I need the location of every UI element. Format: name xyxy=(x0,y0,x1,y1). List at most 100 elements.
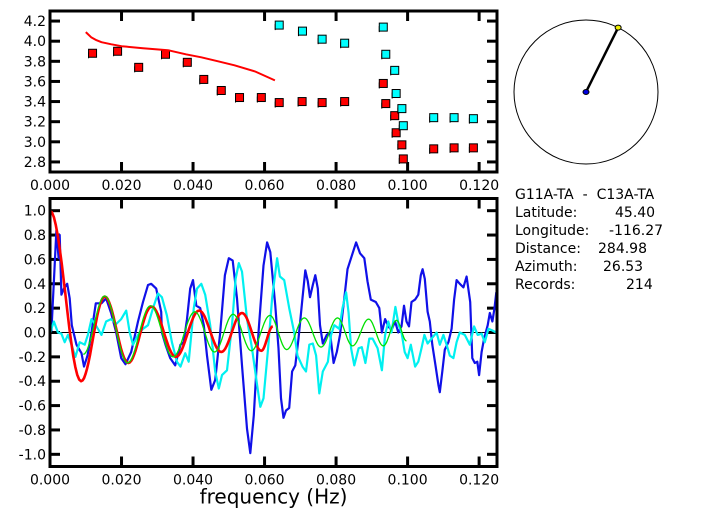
plot-area xyxy=(48,209,498,455)
data-point xyxy=(429,113,439,123)
data-point xyxy=(381,99,391,109)
x-tick-label: 0.040 xyxy=(173,473,213,489)
x-tick-label: 0.100 xyxy=(388,178,428,194)
data-point xyxy=(317,98,327,108)
info-label: Distance: xyxy=(515,241,581,257)
y-tick-label: -0.2 xyxy=(19,350,46,366)
y-tick-label: 1.0 xyxy=(24,204,46,220)
data-point xyxy=(449,143,459,153)
info-distance: Distance: 284.98 xyxy=(515,240,654,258)
info-latitude: Latitude: 45.40 xyxy=(515,204,656,222)
x-tick-label: 0.060 xyxy=(245,178,285,194)
data-point xyxy=(317,34,327,44)
data-point xyxy=(391,89,401,99)
info-value: 284.98 xyxy=(598,241,647,257)
plot-frame xyxy=(48,9,499,174)
x-tick-label: 0.120 xyxy=(459,178,499,194)
plot-frame xyxy=(48,197,499,468)
series-line-0 xyxy=(50,229,498,455)
x-tick-label: 0.020 xyxy=(101,178,141,194)
data-point xyxy=(390,111,400,121)
y-tick-label: -0.8 xyxy=(19,423,46,439)
y-tick-label: 3.6 xyxy=(24,74,46,90)
data-point xyxy=(340,97,350,107)
origin-station-marker xyxy=(582,89,590,95)
series-line-3 xyxy=(83,295,407,364)
data-point xyxy=(429,144,439,154)
info-value: 26.53 xyxy=(603,259,644,275)
data-point xyxy=(256,93,266,103)
info-value: 214 xyxy=(626,277,653,293)
x-tick-label: 0.100 xyxy=(388,473,428,489)
data-point xyxy=(390,65,400,75)
data-point xyxy=(398,154,408,164)
y-tick-label: -0.4 xyxy=(19,374,46,390)
x-tick-label: 0.080 xyxy=(316,473,356,489)
data-point xyxy=(134,62,144,72)
data-point xyxy=(88,48,98,58)
series-line-1 xyxy=(48,257,497,408)
data-point xyxy=(274,20,284,30)
data-point xyxy=(397,104,407,114)
plot-area xyxy=(85,20,478,164)
station-pair: G11A-TA - C13A-TA xyxy=(515,187,655,203)
data-point xyxy=(468,143,478,153)
data-point xyxy=(468,114,478,124)
data-point xyxy=(216,85,226,95)
x-tick-label: 0.000 xyxy=(30,178,70,194)
data-point xyxy=(199,74,209,84)
x-tick-label: 0.000 xyxy=(30,473,70,489)
y-tick-label: 0.0 xyxy=(24,326,46,342)
info-value: -116.27 xyxy=(609,223,664,239)
data-point xyxy=(397,140,407,150)
x-tick-label: 0.080 xyxy=(316,178,356,194)
info-label: Records: xyxy=(515,277,576,293)
info-label: Latitude: xyxy=(515,205,578,221)
y-tick-label: 2.8 xyxy=(24,155,46,171)
y-tick-label: 0.2 xyxy=(24,301,46,317)
info-azimuth: Azimuth: 26.53 xyxy=(515,258,654,276)
x-tick-label: 0.020 xyxy=(101,473,141,489)
target-station-marker xyxy=(614,24,622,31)
y-tick-label: 3.2 xyxy=(24,115,46,131)
y-tick-label: 3.8 xyxy=(24,54,46,70)
y-tick-label: -1.0 xyxy=(19,447,46,463)
dispersion-plot: 0.000 0.020 0.040 0.060 0.080 0.100 0.120 2.8 3.… xyxy=(24,9,499,194)
y-tick-label: 0.4 xyxy=(24,277,46,293)
azimuth-diagram xyxy=(513,19,659,165)
x-tick-label: 0.120 xyxy=(459,473,499,489)
data-point xyxy=(113,46,123,56)
data-point xyxy=(161,49,171,59)
data-point xyxy=(297,97,307,107)
data-point xyxy=(340,38,350,48)
y-tick-label: 4.0 xyxy=(24,34,46,50)
x-tick-label: 0.040 xyxy=(173,178,213,194)
y-tick-label: 3.0 xyxy=(24,135,46,151)
y-tick-label: 0.6 xyxy=(24,252,46,268)
data-point xyxy=(381,49,391,59)
data-point xyxy=(274,98,284,108)
data-point xyxy=(398,121,408,131)
data-point xyxy=(378,78,388,88)
data-point xyxy=(235,93,245,103)
spectrum-plot: 0.000 0.020 0.040 0.060 0.080 0.100 0.120 -1.0 -… xyxy=(19,197,499,509)
series-line-2 xyxy=(85,31,276,82)
data-point xyxy=(182,57,192,67)
info-longitude: Longitude: -116.27 xyxy=(515,222,663,240)
info-value: 45.40 xyxy=(615,205,656,221)
series-line-2 xyxy=(49,209,274,383)
info-label: Azimuth: xyxy=(515,259,578,275)
x-tick-label: 0.060 xyxy=(245,473,285,489)
info-records: Records: 214 xyxy=(515,276,654,294)
data-point xyxy=(378,22,388,32)
x-axis-label: frequency (Hz) xyxy=(200,485,348,509)
y-tick-label: -0.6 xyxy=(19,399,46,415)
data-point xyxy=(297,26,307,36)
y-tick-label: 3.4 xyxy=(24,95,46,111)
data-point xyxy=(449,113,459,123)
info-label: Longitude: xyxy=(515,223,590,239)
data-point xyxy=(391,128,401,138)
station-info-panel: G11A-TA - C13A-TA Latitude: 45.40 Longitu… xyxy=(515,186,663,294)
azimuth-circle xyxy=(513,19,659,165)
